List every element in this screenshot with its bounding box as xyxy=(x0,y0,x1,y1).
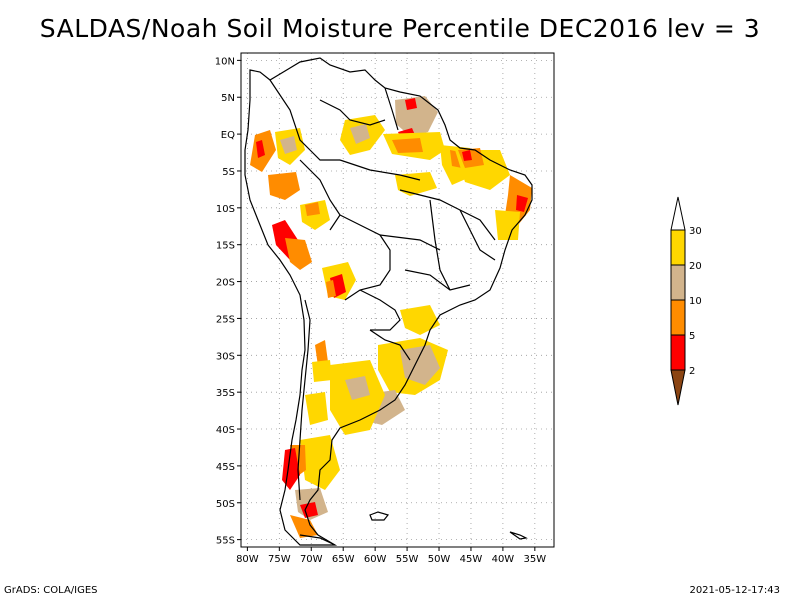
legend-swatch xyxy=(670,299,686,336)
lat-tick-label: 55S xyxy=(216,536,235,547)
shade-amapa-orange xyxy=(392,138,423,153)
legend-label: 30 xyxy=(689,226,702,237)
lat-tick-label: 10N xyxy=(215,56,235,67)
border-chile-argentina xyxy=(297,299,311,501)
lon-tick-label: 40W xyxy=(492,554,515,565)
lat-tick-label: 20S xyxy=(216,278,235,289)
legend-swatch xyxy=(670,334,686,371)
border-venezuela xyxy=(319,99,386,126)
shade-peru-north-orange xyxy=(268,172,300,200)
longitude-labels: 80W 75W 70W 65W 60W 55W 50W 45W 40W 35W xyxy=(236,554,546,565)
legend-arrow-bottom xyxy=(670,369,686,406)
lat-tick-label: 40S xyxy=(216,425,235,436)
shade-cuyo-yellow xyxy=(305,392,328,425)
lat-tick-label: 5N xyxy=(221,93,235,104)
lon-tick-label: 80W xyxy=(236,554,259,565)
border-guianas xyxy=(384,87,399,131)
shade-fuego-orange xyxy=(290,515,318,538)
lon-tick-label: 65W xyxy=(332,554,355,565)
shade-south-orange xyxy=(300,502,318,518)
lat-tick-label: 50S xyxy=(216,499,235,510)
map-gridlines xyxy=(237,53,554,551)
lon-tick-label: 75W xyxy=(268,554,291,565)
border-brazil-states-3 xyxy=(379,234,441,251)
shade-patagonia-yellow xyxy=(300,435,340,490)
shade-andes-orange xyxy=(285,238,312,270)
legend-swatch xyxy=(670,229,686,266)
legend-label: 20 xyxy=(689,261,702,272)
grads-credit: GrADS: COLA/IGES xyxy=(4,585,98,596)
lat-tick-label: EQ xyxy=(221,130,235,141)
shade-ceara-red xyxy=(462,150,472,161)
shade-peru-orange xyxy=(305,202,320,216)
latitude-labels: 10N 5N EQ 5S 10S 15S 20S 25S 30S 35S 40S 45S 50S 55S xyxy=(215,56,235,546)
lat-tick-label: 25S xyxy=(216,314,235,325)
coastline-and-borders xyxy=(244,57,533,546)
timestamp: 2021-05-12-17:43 xyxy=(689,585,780,596)
south-georgia-outline xyxy=(509,531,528,540)
border-peru-brazil xyxy=(299,159,341,231)
shade-venezuela-tan xyxy=(350,124,370,144)
map-frame xyxy=(240,52,555,548)
border-colombia xyxy=(269,79,340,161)
legend-label: 10 xyxy=(689,296,702,307)
shade-bolivia-orange xyxy=(326,280,336,298)
shade-guiana-red2 xyxy=(405,98,417,110)
lon-tick-label: 35W xyxy=(524,554,547,565)
shade-guiana-tan xyxy=(395,96,438,136)
lon-tick-label: 60W xyxy=(364,554,387,565)
border-brazil-states-4 xyxy=(459,209,496,261)
fuego-outline xyxy=(299,534,336,546)
border-brazil-states-1 xyxy=(399,189,496,241)
legend-label: 5 xyxy=(689,331,695,342)
legend-swatch xyxy=(670,264,686,301)
lon-tick-label: 70W xyxy=(300,554,323,565)
lon-tick-label: 55W xyxy=(396,554,419,565)
lon-tick-label: 45W xyxy=(460,554,483,565)
map-title: SALDAS/Noah Soil Moisture Percentile DEC… xyxy=(39,14,761,43)
shade-colombia-tan xyxy=(280,136,297,154)
lat-tick-label: 35S xyxy=(216,388,235,399)
lat-tick-label: 15S xyxy=(216,241,235,252)
legend-arrow-top xyxy=(670,196,686,231)
lat-tick-label: 30S xyxy=(216,351,235,362)
border-paraguay xyxy=(359,289,401,331)
lon-tick-label: 50W xyxy=(428,554,451,565)
shade-cordoba-yellow xyxy=(312,360,332,382)
legend-label: 2 xyxy=(689,366,695,377)
shade-amazon-yellow xyxy=(395,172,437,196)
shade-cordoba-orange xyxy=(315,340,328,366)
lat-tick-label: 5S xyxy=(222,167,235,178)
border-argentina-brazil xyxy=(369,329,411,361)
percentile-shading xyxy=(250,96,532,538)
shade-bahia-yellow xyxy=(495,210,520,240)
continent-outline xyxy=(244,57,533,546)
shade-pampas-tan xyxy=(345,376,370,400)
colorbar-legend: 30 20 10 5 2 xyxy=(670,196,702,406)
shade-ne-coast-red xyxy=(516,195,528,212)
lat-tick-label: 10S xyxy=(216,204,235,215)
falklands-outline xyxy=(369,511,390,521)
shade-parana-yellow xyxy=(400,305,440,335)
lat-tick-label: 45S xyxy=(216,462,235,473)
border-brazil-states-5 xyxy=(404,269,471,291)
shade-ecuador-red xyxy=(256,140,265,158)
border-brazil-states-2 xyxy=(429,199,451,291)
border-amazonas xyxy=(339,159,421,181)
border-bolivia xyxy=(339,214,391,301)
